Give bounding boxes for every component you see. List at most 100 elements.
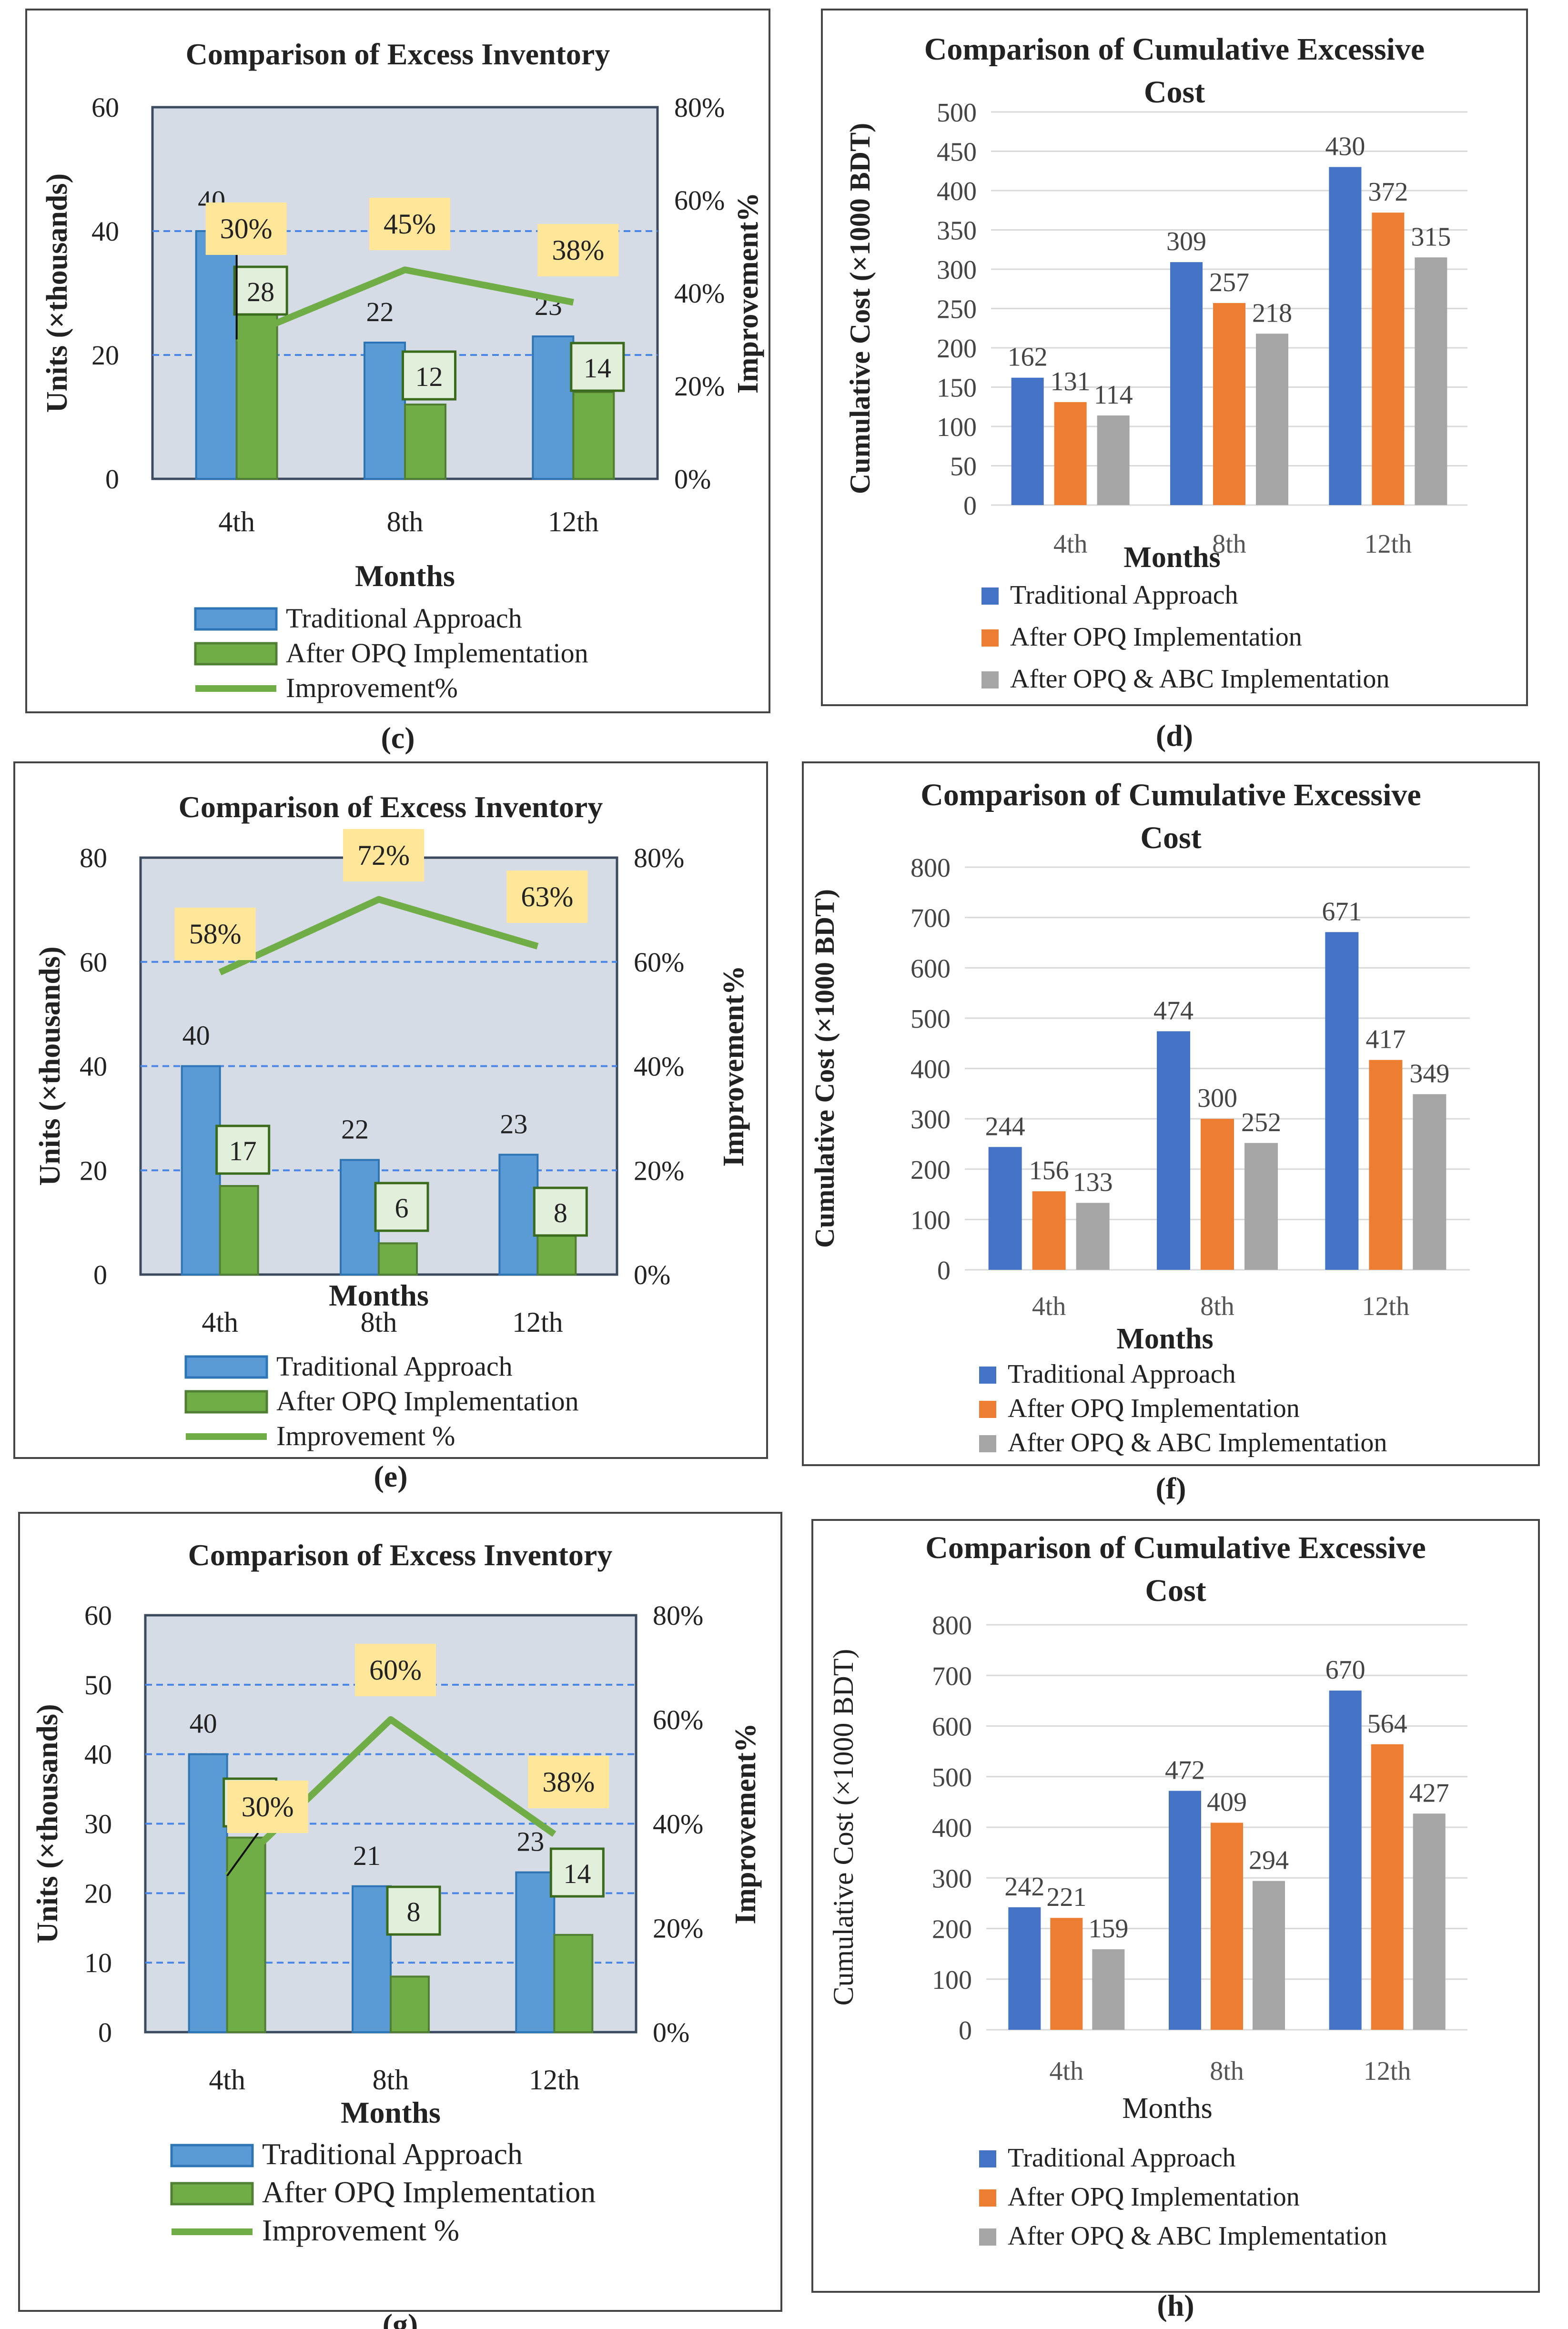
x-tick-label: 4th (1053, 529, 1088, 559)
data-label: 156 (1029, 1156, 1069, 1185)
data-label: 252 (1241, 1108, 1281, 1137)
bar-opq-abc (1256, 334, 1288, 505)
improvement-label: 63% (521, 881, 573, 912)
improvement-label-box (174, 908, 256, 960)
data-label: 131 (1051, 367, 1091, 396)
x-tick-label: 4th (1032, 1292, 1066, 1321)
chart-title: Comparison of Excess Inventory (179, 790, 603, 824)
y-axis-label: Units (×thousands) (31, 1704, 64, 1943)
panel-label: (h) (1157, 2288, 1194, 2322)
y-tick-label: 0 (98, 2017, 112, 2048)
bar-opq (1054, 402, 1087, 505)
y2-tick-label: 0% (653, 2017, 689, 2048)
y-tick-label: 200 (910, 1155, 951, 1185)
x-tick-label: 4th (218, 506, 255, 537)
improvement-line (235, 266, 574, 343)
improvement-label-box (537, 224, 619, 276)
bar-traditional (1329, 1691, 1362, 2030)
legend-entry: Traditional Approach (276, 1351, 513, 1382)
bar-opq-abc (1076, 1203, 1110, 1270)
improvement-label-box (343, 829, 424, 881)
y2-axis-label: Improvement% (729, 1723, 762, 1924)
y2-axis-label: Improvement% (718, 965, 750, 1166)
x-tick-label: 12th (512, 1306, 563, 1338)
panel-c: Comparison of Excess Inventory 0 20 40 60 0% 2… (25, 9, 770, 755)
legend-entry: Traditional Approach (1010, 580, 1238, 610)
y-tick-label: 20 (91, 340, 119, 371)
data-label: 309 (1166, 227, 1206, 256)
y-axis-label: Cumulative Cost (×1000 BDT) (844, 123, 876, 494)
legend-entry: Improvement% (286, 672, 458, 703)
bar-traditional (532, 335, 575, 480)
bar-traditional (1170, 262, 1203, 505)
legend-entry: Improvement % (262, 2213, 459, 2247)
y2-tick-label: 20% (653, 1913, 703, 1944)
legend-swatch (979, 1367, 996, 1384)
improvement-label: 58% (189, 918, 242, 950)
data-label-opq: 6 (395, 1193, 409, 1224)
bar-opq-abc (1092, 1949, 1125, 2030)
chart-title: Comparison of Excess Inventory (186, 37, 610, 71)
legend-swatch (981, 671, 999, 689)
y-tick-label: 60 (80, 947, 107, 978)
data-label-opq: 28 (247, 276, 274, 307)
legend-entry: Traditional Approach (262, 2137, 523, 2171)
y-tick-label: 20 (84, 1878, 112, 1909)
y-tick-label: 450 (937, 138, 977, 167)
y2-tick-label: 80% (653, 1600, 703, 1631)
y-tick-label: 250 (937, 295, 977, 324)
y-tick-label: 300 (937, 255, 977, 285)
data-label-opq: 14 (563, 1858, 591, 1889)
bar-traditional (195, 230, 238, 480)
legend-swatch (184, 1390, 268, 1414)
y-axis-label: Units (×thousands) (41, 173, 73, 413)
panel-label: (d) (1156, 719, 1193, 752)
improvement-label-box (528, 1756, 609, 1808)
y-tick-label: 50 (950, 452, 977, 482)
panel-label: (c) (381, 721, 415, 755)
legend-entry: After OPQ Implementation (276, 1386, 579, 1417)
data-label: 417 (1366, 1025, 1406, 1054)
y2-axis-label: Improvement% (732, 192, 764, 394)
legend-entry: Traditional Approach (1008, 2143, 1236, 2173)
bar-traditional (364, 342, 406, 480)
data-label-box (233, 265, 288, 316)
legend-swatch (170, 2182, 254, 2206)
improvement-label: 60% (369, 1654, 422, 1686)
x-tick-label: 8th (1200, 1292, 1234, 1321)
x-tick-label: 12th (548, 506, 599, 537)
data-label: 242 (1004, 1872, 1044, 1902)
bar-opq (553, 1934, 594, 2033)
x-axis-label: Months (1116, 1323, 1213, 1355)
bar-opq (378, 1242, 418, 1276)
y-tick-label: 400 (910, 1055, 951, 1084)
legend-entry: After OPQ Implementation (1008, 1394, 1300, 1423)
data-label-traditional: 40 (190, 1708, 217, 1739)
chart-title: Comparison of Cumulative Excessive (924, 32, 1425, 67)
y-tick-label: 20 (80, 1155, 107, 1186)
data-label-box (374, 1182, 429, 1232)
chart-title: Comparison of Cumulative Excessive (921, 778, 1421, 812)
data-label: 315 (1411, 222, 1451, 252)
legend-swatch (979, 2150, 996, 2167)
bar-traditional (188, 1753, 228, 2034)
data-label: 472 (1165, 1756, 1205, 1785)
data-label: 430 (1325, 132, 1365, 162)
chart-title: Cost (1145, 1573, 1206, 1608)
y-tick-label: 400 (937, 177, 977, 206)
y-tick-label: 500 (910, 1004, 951, 1034)
panel-label: (f) (1156, 1471, 1186, 1505)
y-tick-label: 0 (93, 1259, 107, 1290)
panel-label: (g) (383, 2308, 418, 2329)
bar-opq-abc (1413, 1813, 1446, 2030)
data-label-traditional: 21 (353, 1840, 381, 1871)
legend: Traditional Approach After OPQ Implementa… (194, 603, 588, 703)
improvement-label-box (205, 203, 287, 255)
x-tick-label: 4th (202, 1306, 238, 1338)
y-tick-label: 0 (959, 2016, 972, 2045)
y2-tick-label: 20% (634, 1155, 684, 1186)
y-tick-label: 300 (910, 1105, 951, 1134)
x-tick-label: 12th (529, 2064, 580, 2096)
bar-opq (1369, 1060, 1403, 1270)
bar-traditional (1011, 377, 1044, 505)
